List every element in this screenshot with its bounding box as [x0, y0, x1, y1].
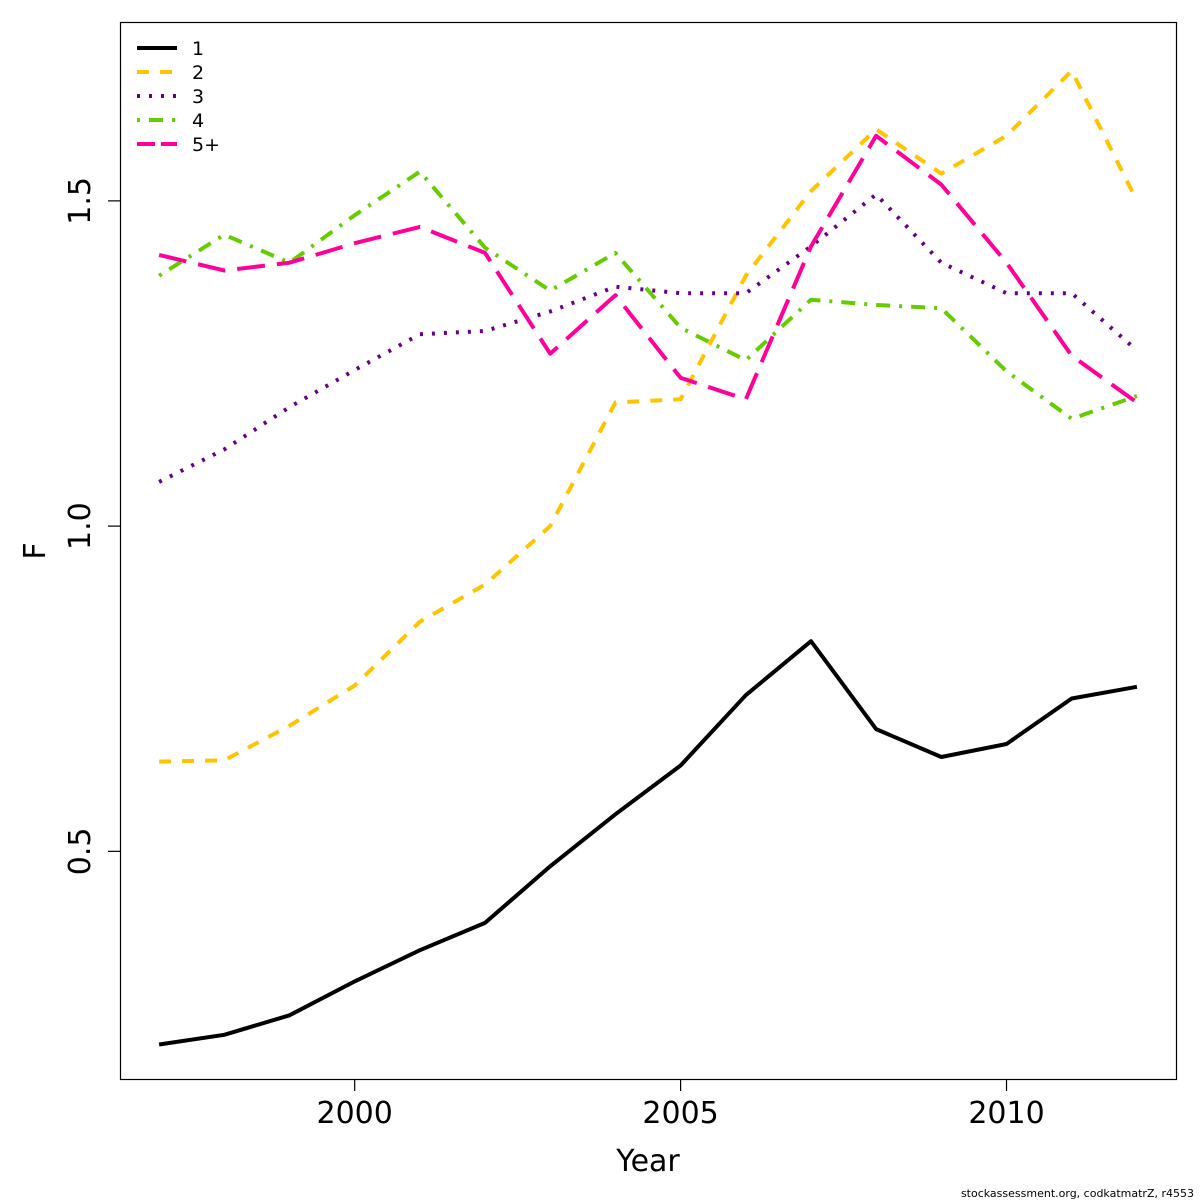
series-line-4 [158, 169, 1138, 421]
legend-label: 5+ [192, 134, 220, 156]
x-tick-label: 2000 [316, 1096, 392, 1131]
series-line-1 [158, 639, 1138, 1047]
x-axis-title: Year [615, 1144, 680, 1179]
legend-label: 4 [192, 110, 204, 132]
series-line-5-plus [158, 133, 1139, 405]
y-axis: 0.5 1.0 1.5 [63, 177, 120, 875]
y-tick-label: 1.0 [63, 502, 98, 550]
footer-note: stockassessment.org, codkatmatrZ, r4553 [961, 1187, 1194, 1200]
y-tick-label: 0.5 [63, 827, 98, 875]
plot-frame [119, 21, 1178, 1081]
legend-label: 1 [192, 38, 204, 60]
y-axis-title: F [18, 542, 53, 559]
series-line-2 [159, 68, 1139, 764]
series-layer [158, 68, 1139, 1047]
y-tick-label: 1.5 [63, 177, 98, 225]
x-tick-label: 2005 [642, 1096, 718, 1131]
x-tick-label: 2010 [968, 1096, 1044, 1131]
series-line-3 [158, 192, 1139, 484]
legend-label: 3 [192, 86, 204, 108]
legend-label: 2 [192, 62, 204, 84]
x-axis: 2000 2005 2010 [316, 1079, 1045, 1131]
